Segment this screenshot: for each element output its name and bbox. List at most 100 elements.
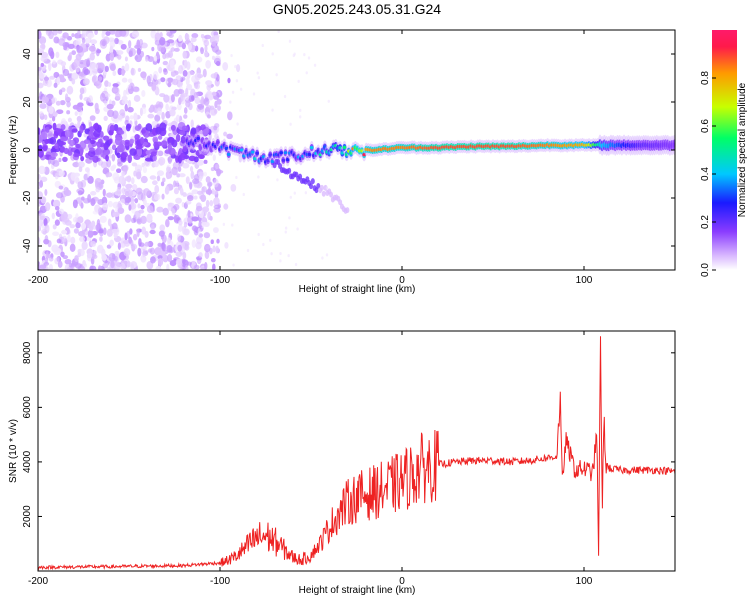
spectrogram-cell [62, 156, 68, 162]
spectrogram-cell [81, 241, 88, 250]
spectrogram-cell [156, 206, 164, 213]
spectrogram-cell [270, 252, 273, 256]
spectrogram-cell [164, 185, 170, 195]
spectrogram-cell [182, 251, 187, 260]
spectrogram-cell [62, 68, 70, 77]
spectrogram-cell [51, 212, 55, 220]
spec-ytick-label-3: 20 [22, 96, 33, 108]
spectrogram-cell [250, 150, 255, 154]
spectrogram-cell [198, 220, 203, 230]
spectrogram-cell [276, 178, 279, 182]
spectrogram-cell [283, 94, 287, 99]
spectrogram-cell [161, 111, 165, 120]
spectrogram-cell [142, 166, 148, 174]
spectrogram-cell [81, 30, 88, 36]
spectrogram-cell [174, 47, 180, 52]
spectrogram-cell [157, 255, 163, 260]
spectrogram-cell [175, 180, 179, 188]
spectrogram-cell [200, 47, 204, 55]
spectrogram-cell [79, 93, 83, 100]
spectrogram-cell [38, 144, 43, 151]
spectrogram-cell [87, 32, 95, 39]
spectrogram-cell [196, 205, 203, 212]
spectrogram-cell [184, 264, 189, 270]
spectrogram-cell [118, 175, 125, 185]
spec-xtick-label-1: -100 [210, 275, 230, 286]
spectrogram-cell [126, 260, 131, 268]
spectrogram-cell [170, 124, 176, 131]
spectrogram-cell [53, 36, 60, 44]
spectrogram-cell [96, 146, 102, 155]
spectrogram-cell [277, 30, 280, 34]
spectrogram-cell [195, 56, 203, 63]
spectrogram-cell [86, 59, 90, 68]
snr-series-line [38, 336, 675, 571]
spectrogram-cell [95, 48, 100, 57]
spectrogram-cell [287, 167, 292, 174]
spectrogram-cell [51, 97, 56, 104]
spectrogram-cell [70, 236, 76, 244]
spectrogram-cell [153, 141, 159, 148]
spectrogram-cell [152, 154, 157, 162]
spectrogram-cell [127, 106, 134, 113]
spectrogram-x-label: Height of straight line (km) [299, 284, 416, 295]
spectrogram-cell [89, 115, 96, 121]
spectrogram-cell [56, 76, 61, 86]
spectrogram-cell [57, 30, 63, 34]
spectrogram-cell [152, 136, 159, 143]
spectrogram-cell [190, 170, 195, 180]
spectrogram-cell [48, 30, 54, 40]
spectrogram-cell [131, 30, 140, 38]
spectrogram-cell [88, 130, 94, 139]
spectrogram-cell [235, 79, 239, 83]
spectrogram-cell [66, 213, 73, 220]
spectrogram-cell [141, 89, 146, 97]
spectrogram-cell [200, 266, 206, 270]
spectrogram-cell [136, 147, 143, 157]
spectrogram-cell [124, 214, 132, 223]
spectrogram-cell [72, 199, 78, 209]
spectrogram-cell [105, 31, 111, 37]
spectrogram-cell [117, 67, 123, 76]
spectrogram-cell [56, 256, 60, 262]
spectrogram-cell [128, 187, 133, 197]
spectrogram-cell [158, 66, 163, 74]
spectrogram-cell [136, 228, 140, 238]
spectrogram-cell [59, 100, 66, 106]
spectrogram-cell [145, 123, 153, 132]
spectrogram-cell [181, 258, 186, 264]
spectrogram-cell [208, 94, 214, 101]
spectrogram-cell [178, 173, 186, 178]
spectrogram-cell [211, 41, 217, 47]
spectrogram-cell [103, 227, 107, 235]
spectrogram-cell [88, 147, 95, 152]
spectrogram-cell [289, 122, 292, 126]
spectrogram-cell [61, 229, 68, 235]
spectrogram-cell [110, 261, 115, 269]
spectrogram-cell [178, 97, 182, 106]
spectrogram-cell [120, 43, 127, 50]
spectrogram-cell [119, 30, 127, 37]
spectrogram-cell [191, 239, 197, 248]
spectrogram-cell [133, 94, 141, 102]
spectrogram-cell [212, 227, 219, 233]
spectrogram-cell [129, 138, 135, 145]
spectrogram-cell [177, 224, 183, 232]
snr-x-axis: -200 -100 0 100 [28, 331, 593, 587]
spectrogram-cell [179, 130, 186, 136]
spectrogram-cell [71, 72, 79, 80]
spectrogram-cell [109, 30, 116, 35]
spectrogram-cell [113, 232, 118, 239]
spectrogram-cell [38, 219, 44, 227]
spectrogram-cell [61, 214, 65, 221]
spectrogram-cell [53, 71, 60, 79]
spectrogram-cell [77, 161, 85, 168]
spectrogram-cell [234, 64, 237, 69]
spectrogram-cell [196, 74, 204, 79]
spectrogram-cell [179, 152, 186, 161]
spectrogram-cell [174, 244, 179, 252]
spectrogram-cell [97, 265, 102, 270]
snr-xtick-label-1: -100 [210, 576, 230, 587]
spectrogram-cell [298, 115, 302, 119]
spectrogram-cell [177, 88, 183, 95]
